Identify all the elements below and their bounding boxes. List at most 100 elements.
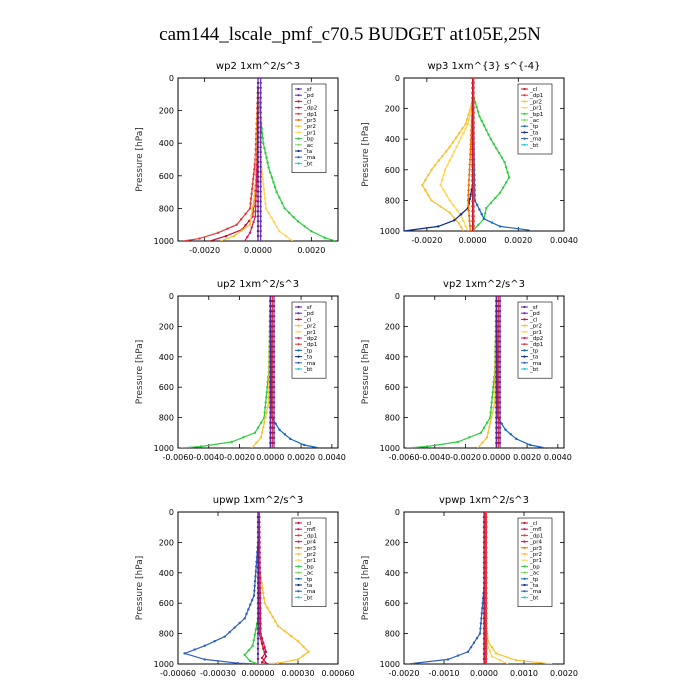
legend-label: _ac bbox=[303, 143, 313, 149]
series-point-pd bbox=[259, 160, 262, 164]
series-point-bp bbox=[247, 649, 250, 652]
legend-label: _ta bbox=[529, 130, 538, 136]
legend-label: _cl bbox=[303, 521, 312, 527]
series-point-sf bbox=[256, 512, 260, 514]
series-point-pd bbox=[272, 330, 276, 333]
series-point-pr1 bbox=[464, 224, 467, 228]
series-point-dp1 bbox=[216, 231, 220, 235]
legend: _cl_mfl_dp1_pr4_pr3_pr2_pr1_bp_ac_tp_ta_… bbox=[291, 517, 327, 607]
series-point-ma bbox=[480, 612, 483, 615]
legend-marker bbox=[297, 565, 300, 568]
series-point-bp bbox=[230, 440, 234, 444]
x-tick-label: 0.0040 bbox=[318, 453, 346, 462]
series-point-pr1 bbox=[498, 659, 502, 662]
series-point-pd bbox=[272, 411, 276, 414]
legend-box bbox=[291, 517, 327, 607]
series-point-pr4 bbox=[258, 566, 262, 569]
legend-label: _mfl bbox=[303, 527, 316, 533]
series-point-pd bbox=[498, 320, 502, 323]
legend-label: _dp2 bbox=[303, 336, 317, 342]
series-point-pd bbox=[259, 190, 262, 193]
legend-marker bbox=[523, 546, 526, 549]
y-tick-label: 400 bbox=[385, 135, 400, 144]
series-point-sf bbox=[495, 370, 498, 374]
series-point-cl bbox=[496, 320, 500, 323]
series-point-cl bbox=[270, 391, 274, 394]
legend-label: _ma bbox=[529, 137, 541, 143]
legend-label: _pr2 bbox=[303, 552, 316, 558]
series-point-bp bbox=[265, 156, 268, 160]
legend-box bbox=[291, 301, 327, 379]
y-tick-label: 1000 bbox=[154, 660, 174, 669]
legend-label: _pr2 bbox=[529, 324, 542, 330]
legend-label: _tp bbox=[529, 348, 539, 354]
series-point-bp bbox=[476, 110, 480, 113]
y-tick-label: 600 bbox=[159, 172, 174, 181]
y-tick-label: 1000 bbox=[380, 227, 400, 236]
legend-marker bbox=[297, 106, 300, 109]
series-point-dp1 bbox=[472, 145, 475, 149]
series-point-bp bbox=[489, 138, 493, 141]
series-point-bp bbox=[283, 207, 286, 210]
series-point-sf bbox=[495, 386, 498, 389]
series-point-pr3 bbox=[467, 204, 470, 207]
series-point-cl bbox=[270, 375, 274, 379]
series-point-cl bbox=[264, 655, 268, 658]
series-point-sf bbox=[256, 612, 260, 615]
y-tick-label: 600 bbox=[385, 383, 400, 392]
series-point-pr1 bbox=[488, 650, 492, 653]
series-point-sf bbox=[495, 335, 498, 338]
series-point-sf bbox=[256, 657, 260, 661]
series-point-pr4 bbox=[259, 632, 262, 635]
series-point-pr4 bbox=[258, 541, 261, 544]
series-point-pr3 bbox=[467, 189, 470, 192]
series-point-sf bbox=[256, 170, 260, 174]
series-point-bp bbox=[491, 396, 494, 399]
y-tick-label: 200 bbox=[159, 322, 174, 331]
legend-marker bbox=[297, 112, 300, 115]
series-point-dp1 bbox=[485, 571, 488, 574]
series-point-dp1 bbox=[485, 612, 488, 615]
series-point-sf bbox=[256, 551, 260, 554]
series-point-bp bbox=[259, 421, 263, 424]
legend-marker bbox=[523, 330, 526, 333]
series-point-bp bbox=[456, 440, 460, 444]
series-point-sf bbox=[256, 175, 260, 178]
series-point-pr3 bbox=[467, 194, 470, 197]
series-point-pd bbox=[259, 220, 262, 223]
series-point-pd bbox=[259, 81, 262, 85]
series-point-pr2 bbox=[296, 658, 300, 661]
series-point-sf bbox=[495, 391, 498, 394]
series-point-bp bbox=[485, 421, 489, 424]
series-point-pr2 bbox=[265, 411, 268, 414]
legend: _cl_dp1_pr2_pr1_bp1_ac_tp_ta_ma_bt bbox=[517, 83, 553, 155]
series-point-sf bbox=[256, 607, 260, 610]
x-tick-label: 0.00030 bbox=[281, 669, 314, 678]
series-point-bp bbox=[266, 386, 269, 389]
legend-marker bbox=[523, 118, 526, 122]
legend-marker bbox=[297, 546, 300, 549]
legend-label: _bt bbox=[303, 595, 313, 601]
series-point-pr1 bbox=[453, 150, 456, 153]
series-point-bp bbox=[266, 161, 269, 164]
series-point-dp1 bbox=[472, 106, 475, 109]
series-point-cl bbox=[270, 360, 274, 364]
series-point-pr1 bbox=[450, 154, 454, 158]
series-point-sf bbox=[256, 205, 260, 208]
legend-marker bbox=[297, 590, 300, 593]
legend-marker bbox=[297, 596, 300, 599]
series-point-dp1 bbox=[485, 627, 488, 630]
legend: _cl_mfl_dp1_pr4_pr3_pr2_pr1_bp_ac_tp_ta_… bbox=[517, 517, 553, 607]
series-point-sf bbox=[256, 586, 260, 590]
series-point-dp1 bbox=[485, 536, 488, 539]
series-point-pd bbox=[272, 431, 276, 434]
series-point-pr2 bbox=[259, 436, 263, 439]
series-point-sf bbox=[269, 335, 272, 338]
series-point-dp1 bbox=[252, 172, 255, 176]
series-point-pr2 bbox=[266, 406, 269, 409]
legend-label: _pr3 bbox=[303, 546, 317, 552]
series-point-ma bbox=[228, 630, 231, 634]
series-point-bp bbox=[507, 176, 511, 179]
series-point-tp bbox=[283, 433, 287, 436]
